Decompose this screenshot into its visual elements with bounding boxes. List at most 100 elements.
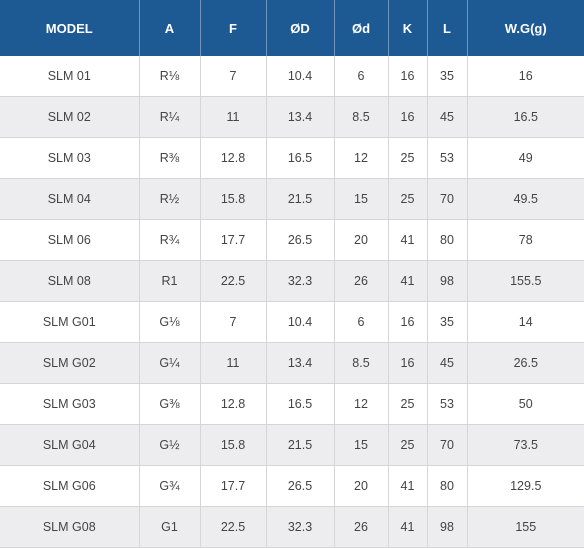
cell-outer-diameter: 32.3 xyxy=(266,506,335,548)
cell-l: 53 xyxy=(427,383,468,425)
table-row: SLM G02 G¼ 11 13.4 8.5 16 45 26.5 xyxy=(0,342,584,384)
cell-inner-diameter: 20 xyxy=(334,219,389,261)
cell-a: R⅛ xyxy=(139,56,201,97)
cell-k: 16 xyxy=(388,96,428,138)
cell-k: 25 xyxy=(388,383,428,425)
cell-f: 22.5 xyxy=(200,506,267,548)
header-row: MODEL A F ØD Ød K L W.G(g) xyxy=(0,0,584,56)
cell-model: SLM G06 xyxy=(0,465,140,507)
cell-model: SLM 03 xyxy=(0,137,140,179)
cell-outer-diameter: 26.5 xyxy=(266,219,335,261)
cell-a: G¾ xyxy=(139,465,201,507)
cell-k: 16 xyxy=(388,56,428,97)
cell-inner-diameter: 26 xyxy=(334,260,389,302)
cell-model: SLM 02 xyxy=(0,96,140,138)
cell-a: R¼ xyxy=(139,96,201,138)
cell-weight: 78 xyxy=(467,219,584,261)
cell-f: 17.7 xyxy=(200,219,267,261)
table-row: SLM G01 G⅛ 7 10.4 6 16 35 14 xyxy=(0,301,584,343)
cell-f: 7 xyxy=(200,301,267,343)
cell-weight: 155 xyxy=(467,506,584,548)
cell-l: 70 xyxy=(427,424,468,466)
cell-k: 41 xyxy=(388,506,428,548)
header-model: MODEL xyxy=(0,0,140,56)
cell-f: 12.8 xyxy=(200,383,267,425)
cell-model: SLM G08 xyxy=(0,506,140,548)
cell-l: 70 xyxy=(427,178,468,220)
cell-model: SLM 01 xyxy=(0,56,140,97)
cell-k: 25 xyxy=(388,178,428,220)
cell-f: 12.8 xyxy=(200,137,267,179)
header-a: A xyxy=(139,0,201,56)
header-f: F xyxy=(200,0,267,56)
cell-outer-diameter: 10.4 xyxy=(266,301,335,343)
cell-l: 98 xyxy=(427,260,468,302)
cell-a: G⅜ xyxy=(139,383,201,425)
cell-outer-diameter: 21.5 xyxy=(266,178,335,220)
cell-a: R¾ xyxy=(139,219,201,261)
table-body: SLM 01 R⅛ 7 10.4 6 16 35 16 SLM 02 R¼ 11 13.4 8.5 16 4… xyxy=(0,56,584,548)
cell-model: SLM G04 xyxy=(0,424,140,466)
cell-weight: 49 xyxy=(467,137,584,179)
cell-a: R1 xyxy=(139,260,201,302)
cell-model: SLM G02 xyxy=(0,342,140,384)
cell-f: 15.8 xyxy=(200,424,267,466)
cell-k: 16 xyxy=(388,301,428,343)
table-row: SLM G06 G¾ 17.7 26.5 20 41 80 129.5 xyxy=(0,465,584,507)
cell-inner-diameter: 8.5 xyxy=(334,342,389,384)
cell-weight: 155.5 xyxy=(467,260,584,302)
cell-f: 22.5 xyxy=(200,260,267,302)
cell-a: R⅜ xyxy=(139,137,201,179)
header-inner-diameter: Ød xyxy=(334,0,389,56)
cell-outer-diameter: 10.4 xyxy=(266,56,335,97)
cell-weight: 16 xyxy=(467,56,584,97)
cell-inner-diameter: 6 xyxy=(334,301,389,343)
cell-weight: 50 xyxy=(467,383,584,425)
cell-outer-diameter: 16.5 xyxy=(266,383,335,425)
table-row: SLM G04 G½ 15.8 21.5 15 25 70 73.5 xyxy=(0,424,584,466)
table-row: SLM 01 R⅛ 7 10.4 6 16 35 16 xyxy=(0,56,584,97)
cell-inner-diameter: 12 xyxy=(334,137,389,179)
table-row: SLM G08 G1 22.5 32.3 26 41 98 155 xyxy=(0,506,584,548)
cell-model: SLM 08 xyxy=(0,260,140,302)
cell-f: 11 xyxy=(200,96,267,138)
cell-model: SLM 06 xyxy=(0,219,140,261)
cell-weight: 14 xyxy=(467,301,584,343)
header-k: K xyxy=(388,0,428,56)
cell-weight: 129.5 xyxy=(467,465,584,507)
cell-k: 41 xyxy=(388,260,428,302)
cell-outer-diameter: 16.5 xyxy=(266,137,335,179)
cell-l: 35 xyxy=(427,301,468,343)
cell-model: SLM G01 xyxy=(0,301,140,343)
cell-outer-diameter: 13.4 xyxy=(266,96,335,138)
cell-a: G½ xyxy=(139,424,201,466)
cell-l: 80 xyxy=(427,219,468,261)
cell-inner-diameter: 20 xyxy=(334,465,389,507)
header-l: L xyxy=(427,0,468,56)
cell-outer-diameter: 26.5 xyxy=(266,465,335,507)
cell-a: R½ xyxy=(139,178,201,220)
table-row: SLM 02 R¼ 11 13.4 8.5 16 45 16.5 xyxy=(0,96,584,138)
cell-outer-diameter: 32.3 xyxy=(266,260,335,302)
cell-inner-diameter: 15 xyxy=(334,424,389,466)
table-row: SLM 03 R⅜ 12.8 16.5 12 25 53 49 xyxy=(0,137,584,179)
cell-a: G¼ xyxy=(139,342,201,384)
cell-weight: 49.5 xyxy=(467,178,584,220)
cell-a: G1 xyxy=(139,506,201,548)
cell-k: 25 xyxy=(388,424,428,466)
cell-l: 35 xyxy=(427,56,468,97)
cell-l: 80 xyxy=(427,465,468,507)
cell-a: G⅛ xyxy=(139,301,201,343)
cell-k: 25 xyxy=(388,137,428,179)
cell-weight: 16.5 xyxy=(467,96,584,138)
cell-outer-diameter: 21.5 xyxy=(266,424,335,466)
cell-outer-diameter: 13.4 xyxy=(266,342,335,384)
cell-model: SLM 04 xyxy=(0,178,140,220)
cell-l: 45 xyxy=(427,96,468,138)
header-outer-diameter: ØD xyxy=(266,0,335,56)
cell-l: 45 xyxy=(427,342,468,384)
cell-inner-diameter: 26 xyxy=(334,506,389,548)
table-row: SLM 04 R½ 15.8 21.5 15 25 70 49.5 xyxy=(0,178,584,220)
cell-inner-diameter: 6 xyxy=(334,56,389,97)
header-weight: W.G(g) xyxy=(467,0,584,56)
